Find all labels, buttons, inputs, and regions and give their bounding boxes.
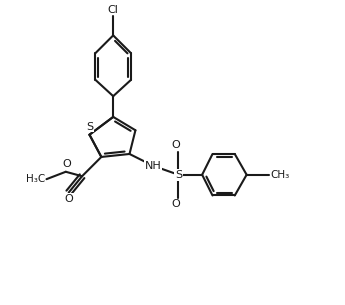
Text: O: O [65,194,73,204]
Text: O: O [172,199,180,209]
Text: Cl: Cl [108,5,119,15]
Text: NH: NH [145,161,161,171]
Text: CH₃: CH₃ [270,170,289,180]
Text: O: O [172,140,180,150]
Text: O: O [63,160,72,169]
Text: S: S [86,122,93,132]
Text: S: S [175,170,182,180]
Text: H₃C: H₃C [26,174,45,184]
